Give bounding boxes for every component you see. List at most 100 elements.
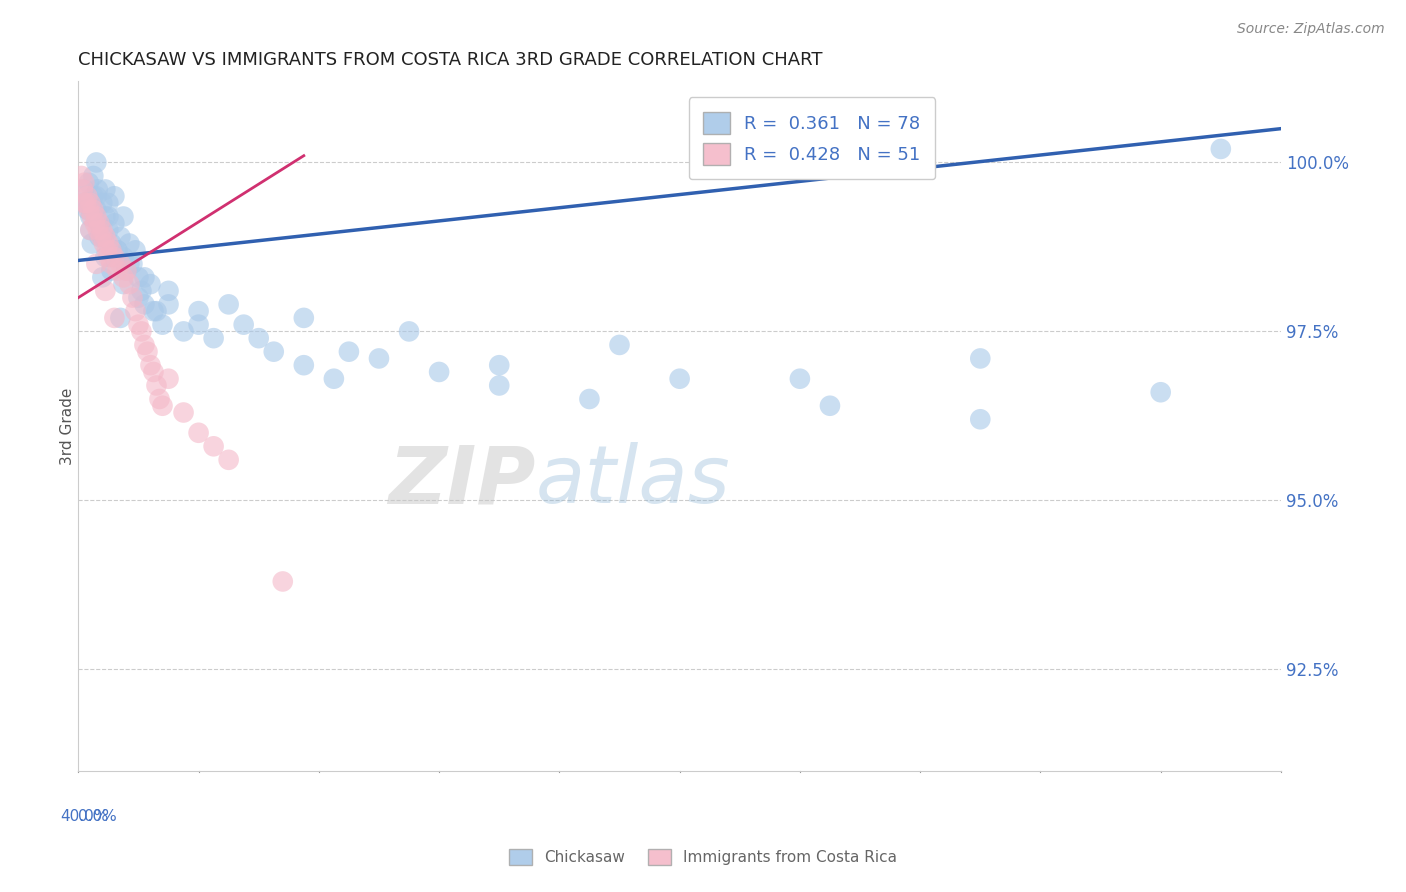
Point bbox=[322, 372, 344, 386]
Point bbox=[127, 270, 149, 285]
Point bbox=[969, 412, 991, 426]
Point bbox=[145, 378, 167, 392]
Point bbox=[87, 223, 110, 237]
Point bbox=[173, 405, 195, 419]
Point bbox=[112, 210, 135, 224]
Point bbox=[110, 229, 132, 244]
Point bbox=[247, 331, 270, 345]
Point bbox=[73, 196, 96, 211]
Text: 0.0%: 0.0% bbox=[79, 809, 117, 823]
Point bbox=[142, 304, 165, 318]
Point bbox=[112, 270, 135, 285]
Point bbox=[73, 196, 96, 211]
Point bbox=[94, 210, 117, 224]
Point bbox=[87, 182, 110, 196]
Point bbox=[127, 318, 149, 332]
Point bbox=[91, 229, 114, 244]
Point bbox=[82, 189, 104, 203]
Point bbox=[124, 304, 146, 318]
Point bbox=[202, 331, 225, 345]
Point bbox=[97, 223, 120, 237]
Point bbox=[72, 182, 94, 196]
Point bbox=[97, 250, 120, 264]
Point bbox=[139, 277, 162, 291]
Point bbox=[110, 257, 132, 271]
Point bbox=[187, 304, 209, 318]
Point bbox=[94, 284, 117, 298]
Point bbox=[80, 236, 103, 251]
Point bbox=[94, 229, 117, 244]
Point bbox=[131, 325, 153, 339]
Point bbox=[79, 196, 101, 211]
Point bbox=[105, 263, 128, 277]
Point bbox=[77, 202, 100, 217]
Point bbox=[118, 277, 141, 291]
Point bbox=[76, 196, 98, 211]
Point bbox=[134, 338, 156, 352]
Point bbox=[89, 216, 111, 230]
Point bbox=[148, 392, 170, 406]
Text: atlas: atlas bbox=[536, 442, 730, 520]
Point bbox=[263, 344, 285, 359]
Point bbox=[668, 372, 690, 386]
Point bbox=[80, 210, 103, 224]
Point bbox=[145, 304, 167, 318]
Point bbox=[77, 176, 100, 190]
Point bbox=[70, 169, 93, 183]
Point bbox=[1150, 385, 1173, 400]
Point bbox=[157, 372, 180, 386]
Point bbox=[91, 223, 114, 237]
Point bbox=[94, 182, 117, 196]
Point bbox=[124, 244, 146, 258]
Point bbox=[110, 310, 132, 325]
Point bbox=[134, 297, 156, 311]
Point bbox=[368, 351, 391, 366]
Point bbox=[86, 210, 108, 224]
Point bbox=[86, 202, 108, 217]
Point bbox=[337, 344, 360, 359]
Point bbox=[100, 244, 122, 258]
Point bbox=[97, 210, 120, 224]
Point bbox=[105, 244, 128, 258]
Point bbox=[218, 297, 240, 311]
Point bbox=[91, 196, 114, 211]
Point bbox=[112, 277, 135, 291]
Point bbox=[232, 318, 254, 332]
Point bbox=[90, 229, 112, 244]
Point bbox=[73, 176, 96, 190]
Point bbox=[789, 372, 811, 386]
Point bbox=[292, 358, 315, 372]
Point bbox=[100, 236, 122, 251]
Point bbox=[271, 574, 294, 589]
Text: CHICKASAW VS IMMIGRANTS FROM COSTA RICA 3RD GRADE CORRELATION CHART: CHICKASAW VS IMMIGRANTS FROM COSTA RICA … bbox=[79, 51, 823, 69]
Point bbox=[83, 216, 105, 230]
Point bbox=[173, 325, 195, 339]
Legend: R =  0.361   N = 78, R =  0.428   N = 51: R = 0.361 N = 78, R = 0.428 N = 51 bbox=[689, 97, 935, 179]
Point bbox=[152, 399, 174, 413]
Point bbox=[134, 270, 156, 285]
Point bbox=[103, 216, 125, 230]
Point bbox=[103, 189, 125, 203]
Point bbox=[79, 223, 101, 237]
Point bbox=[488, 358, 510, 372]
Point bbox=[79, 223, 101, 237]
Point bbox=[103, 250, 125, 264]
Point bbox=[818, 399, 841, 413]
Point bbox=[115, 263, 138, 277]
Point bbox=[86, 189, 108, 203]
Point bbox=[118, 257, 141, 271]
Point bbox=[91, 270, 114, 285]
Point bbox=[157, 297, 180, 311]
Point bbox=[202, 439, 225, 453]
Point bbox=[488, 378, 510, 392]
Legend: Chickasaw, Immigrants from Costa Rica: Chickasaw, Immigrants from Costa Rica bbox=[503, 843, 903, 871]
Point bbox=[218, 452, 240, 467]
Point bbox=[86, 257, 108, 271]
Point bbox=[131, 284, 153, 298]
Point bbox=[136, 344, 159, 359]
Point bbox=[73, 182, 96, 196]
Point bbox=[118, 236, 141, 251]
Point bbox=[127, 291, 149, 305]
Point bbox=[578, 392, 600, 406]
Point bbox=[100, 257, 122, 271]
